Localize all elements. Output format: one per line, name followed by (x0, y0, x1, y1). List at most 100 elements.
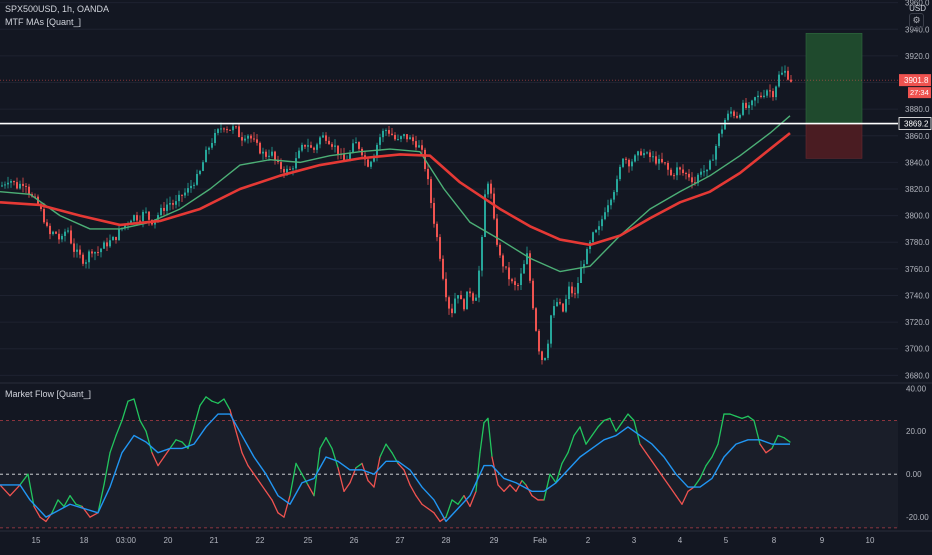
flow-segment (75, 503, 83, 508)
candle-body (388, 130, 390, 134)
candle-body (358, 142, 360, 149)
flow-segment (385, 443, 393, 454)
candle-body (415, 141, 417, 148)
candle-body (313, 147, 315, 150)
flow-segment (361, 462, 369, 482)
y-tick-label: 3720.0 (905, 318, 930, 327)
candle-body (130, 220, 132, 224)
x-tick-label: 27 (396, 536, 405, 545)
flow-segment (27, 473, 35, 508)
candle-body (217, 129, 219, 133)
candle-body (169, 203, 171, 205)
flow-segment (169, 439, 177, 450)
candle-body (253, 138, 255, 140)
candle-body (163, 207, 165, 211)
candle-body (550, 315, 552, 344)
candle-body (721, 129, 723, 134)
candle-body (571, 286, 573, 294)
candle-body (268, 155, 270, 157)
candle-body (652, 156, 654, 158)
flow-segment (97, 484, 105, 514)
candle-body (286, 168, 288, 173)
candle-body (607, 205, 609, 213)
x-tick-label: 3 (632, 536, 637, 545)
symbol-title[interactable]: SPX500USD, 1h, OANDA (5, 4, 110, 14)
candle-body (247, 135, 249, 139)
flow-segment (9, 484, 21, 497)
candle-body (406, 134, 408, 140)
candle-body (382, 130, 384, 138)
candle-body (499, 244, 501, 256)
candle-body (7, 182, 9, 185)
flow-segment (603, 417, 611, 422)
candle-body (262, 151, 264, 154)
y-tick-label: 3860.0 (905, 132, 930, 141)
candle-body (175, 201, 177, 205)
candle-body (310, 145, 312, 148)
candle-body (745, 102, 747, 109)
candle-body (250, 135, 252, 139)
flow-tick-label: 40.00 (906, 384, 927, 393)
candle-body (562, 303, 564, 312)
candle-body (583, 264, 585, 268)
candle-body (691, 177, 693, 183)
candle-body (601, 219, 603, 227)
candle-body (598, 226, 600, 230)
candle-body (295, 158, 297, 169)
y-tick-label: 3780.0 (905, 238, 930, 247)
flow-segment (133, 398, 141, 422)
flow-segment (567, 434, 575, 454)
candle-body (409, 137, 411, 140)
flow-segment (771, 434, 779, 450)
candle-body (724, 119, 726, 130)
candle-body (235, 126, 237, 128)
flow-tick-label: -20.00 (906, 513, 929, 522)
flow-segment (283, 494, 291, 518)
candle-body (586, 249, 588, 265)
candle-body (655, 156, 657, 164)
candle-body (580, 267, 582, 284)
candle-body (517, 284, 519, 286)
flow-segment (427, 507, 435, 514)
flow-segment (765, 447, 773, 454)
candle-body (688, 173, 690, 178)
candle-body (325, 135, 327, 141)
flow-segment (491, 456, 499, 486)
candle-body (289, 168, 291, 170)
candle-body (577, 283, 579, 294)
x-tick-label: Feb (533, 536, 547, 545)
flow-segment (57, 499, 65, 508)
indicator-label-market-flow[interactable]: Market Flow [Quant_] (5, 389, 92, 399)
flow-segment (379, 443, 387, 458)
flow-scale (898, 384, 932, 530)
candle-body (196, 173, 198, 185)
flow-segment (319, 437, 327, 450)
ma-slow-line (0, 132, 791, 247)
candle-body (487, 183, 489, 195)
flow-segment (421, 503, 429, 510)
candle-body (532, 280, 534, 309)
flow-segment (0, 484, 11, 497)
candle-body (133, 215, 135, 221)
gear-icon[interactable]: ⚙ (909, 13, 924, 28)
indicator-label-mtf[interactable]: MTF MAs [Quant_] (5, 17, 82, 27)
candle-body (556, 302, 558, 307)
candle-body (256, 139, 258, 143)
flow-segment (259, 482, 267, 493)
flow-segment (103, 452, 111, 486)
y-tick-label: 3960.0 (905, 0, 930, 8)
candle-body (385, 130, 387, 132)
candle-body (28, 186, 30, 195)
candle-body (331, 144, 333, 147)
flow-segment (451, 499, 459, 505)
candle-body (112, 236, 114, 241)
candle-body (67, 230, 69, 232)
candles-group (1, 65, 792, 365)
flow-segment (355, 462, 363, 469)
level-tag (898, 117, 932, 130)
candle-body (97, 252, 99, 254)
candle-body (244, 138, 246, 141)
candle-body (778, 74, 780, 87)
flow-segment (579, 426, 587, 445)
